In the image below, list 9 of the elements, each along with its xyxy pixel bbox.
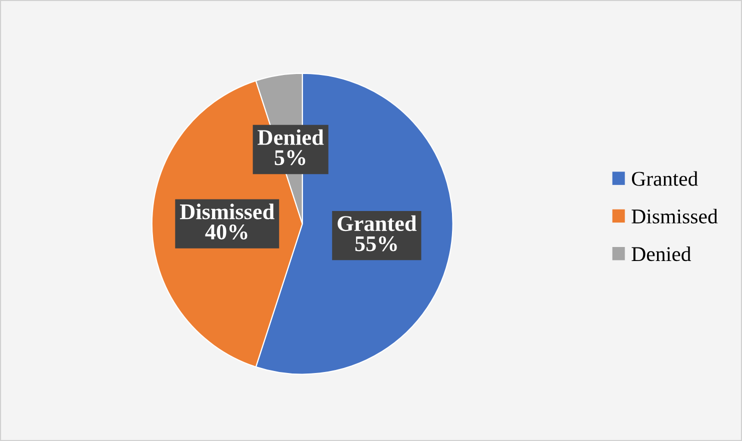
legend-label: Granted	[632, 171, 698, 186]
slice-label: Dismissed	[180, 204, 274, 220]
data-label: 5%	[274, 150, 306, 166]
legend-label: Dismissed	[632, 208, 718, 224]
slice-label: Denied	[258, 129, 324, 145]
data-label: 55%	[355, 236, 397, 252]
data-label: 40%	[205, 224, 248, 240]
slice-label: Granted	[338, 215, 417, 232]
legend-label: Denied	[632, 246, 692, 262]
